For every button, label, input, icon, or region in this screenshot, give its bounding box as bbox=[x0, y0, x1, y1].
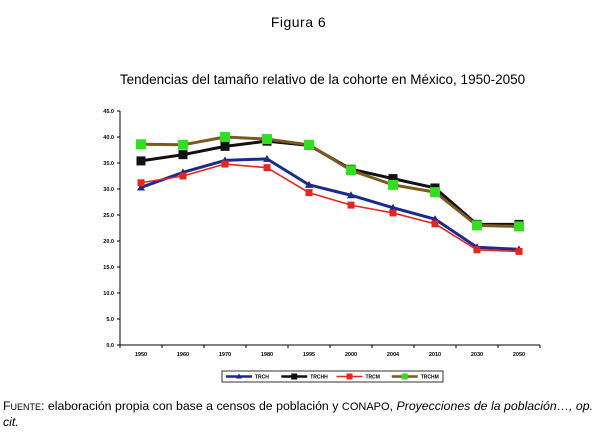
series-line bbox=[140, 157, 520, 251]
data-point bbox=[347, 191, 355, 199]
y-tick-label: 5.0 bbox=[106, 317, 114, 323]
line-chart: 0.0 5.0 10.0 15.0 20.0 25.0 30.0 35.0 40.0 45.0 19… bbox=[103, 109, 541, 383]
data-point bbox=[346, 165, 356, 176]
legend-entry: TRCM bbox=[336, 373, 380, 381]
legend-label: TRCHH bbox=[310, 375, 328, 381]
x-tick-label: 2050 bbox=[513, 352, 525, 358]
y-tick-label: 15.0 bbox=[103, 265, 114, 271]
x-tick-label: 1970 bbox=[219, 352, 231, 358]
source-note: Fuente: elaboración propia con base a ce… bbox=[3, 399, 593, 430]
data-point bbox=[178, 150, 188, 160]
legend-entry: TRCHM bbox=[391, 373, 439, 381]
series-trch bbox=[137, 154, 523, 253]
data-point bbox=[220, 132, 230, 142]
legend-swatch-marker bbox=[401, 373, 408, 380]
data-point bbox=[220, 141, 230, 151]
data-point bbox=[473, 246, 481, 254]
x-tick-label: 1995 bbox=[303, 352, 315, 358]
series-trcm bbox=[137, 160, 523, 255]
data-point bbox=[347, 201, 355, 209]
legend-label: TRCM bbox=[366, 375, 380, 381]
data-point bbox=[263, 154, 271, 162]
x-tick-label: 1950 bbox=[135, 352, 147, 358]
data-point bbox=[262, 134, 272, 145]
data-point bbox=[431, 220, 439, 228]
data-point bbox=[221, 160, 229, 168]
figure-label-text: Figura 6 bbox=[270, 14, 327, 30]
x-tick-label: 2004 bbox=[387, 352, 400, 358]
x-tick-label: 1960 bbox=[177, 352, 189, 358]
data-point bbox=[514, 221, 524, 232]
legend-label: TRCH bbox=[255, 375, 269, 381]
x-tick-label: 2030 bbox=[471, 352, 483, 358]
chart-series-layer bbox=[136, 132, 524, 255]
data-point bbox=[305, 180, 313, 188]
figure-label: Figura 6 bbox=[0, 14, 597, 30]
data-point bbox=[178, 139, 188, 150]
data-point bbox=[515, 247, 523, 255]
legend-entry: TRCHH bbox=[281, 373, 328, 381]
chart-legend: TRCH TRCHH TRCM TRCHM bbox=[221, 370, 444, 383]
y-tick-label: 25.0 bbox=[103, 213, 114, 219]
x-tick-label: 2010 bbox=[429, 352, 441, 358]
data-point bbox=[389, 203, 397, 211]
legend-label: TRCHM bbox=[421, 375, 439, 381]
data-point bbox=[388, 179, 398, 190]
data-point bbox=[137, 183, 145, 191]
data-point bbox=[472, 220, 482, 231]
chart-axes: 0.0 5.0 10.0 15.0 20.0 25.0 30.0 35.0 40.0 45.0 19… bbox=[103, 109, 541, 358]
data-point bbox=[388, 174, 398, 184]
source-prefix: Fuente bbox=[3, 399, 42, 413]
series-trchm bbox=[136, 132, 524, 232]
legend-swatch-marker bbox=[236, 373, 242, 379]
data-point bbox=[304, 139, 314, 150]
data-point bbox=[179, 172, 187, 180]
y-tick-label: 20.0 bbox=[103, 239, 114, 245]
source-body-b: , bbox=[389, 399, 397, 413]
y-tick-label: 45.0 bbox=[103, 109, 114, 115]
data-point bbox=[136, 139, 146, 150]
legend-swatch-marker bbox=[291, 373, 298, 380]
x-tick-label: 1980 bbox=[261, 352, 273, 358]
source-body-a: : elaboración propia con base a censos d… bbox=[41, 399, 342, 413]
chart-title: Tendencias del tamaño relativo de la coh… bbox=[119, 72, 526, 87]
y-tick-label: 30.0 bbox=[103, 187, 114, 193]
legend-entry: TRCH bbox=[226, 373, 269, 381]
data-point bbox=[430, 187, 440, 198]
legend-box bbox=[221, 370, 444, 383]
y-tick-label: 40.0 bbox=[103, 135, 114, 141]
data-point bbox=[137, 179, 145, 187]
data-point bbox=[263, 164, 271, 172]
y-tick-label: 35.0 bbox=[103, 161, 114, 167]
legend-swatch-marker bbox=[346, 373, 353, 380]
series-line bbox=[140, 163, 520, 253]
y-tick-label: 10.0 bbox=[103, 291, 114, 297]
series-line bbox=[140, 135, 520, 228]
y-tick-label: 0.0 bbox=[106, 343, 114, 349]
data-point bbox=[389, 209, 397, 217]
source-title: Proyecciones de la población…, op. cit. bbox=[3, 399, 594, 429]
x-tick-label: 2000 bbox=[345, 352, 357, 358]
data-point bbox=[136, 156, 146, 166]
data-point bbox=[305, 189, 313, 197]
source-org: CONAPO bbox=[341, 401, 390, 413]
